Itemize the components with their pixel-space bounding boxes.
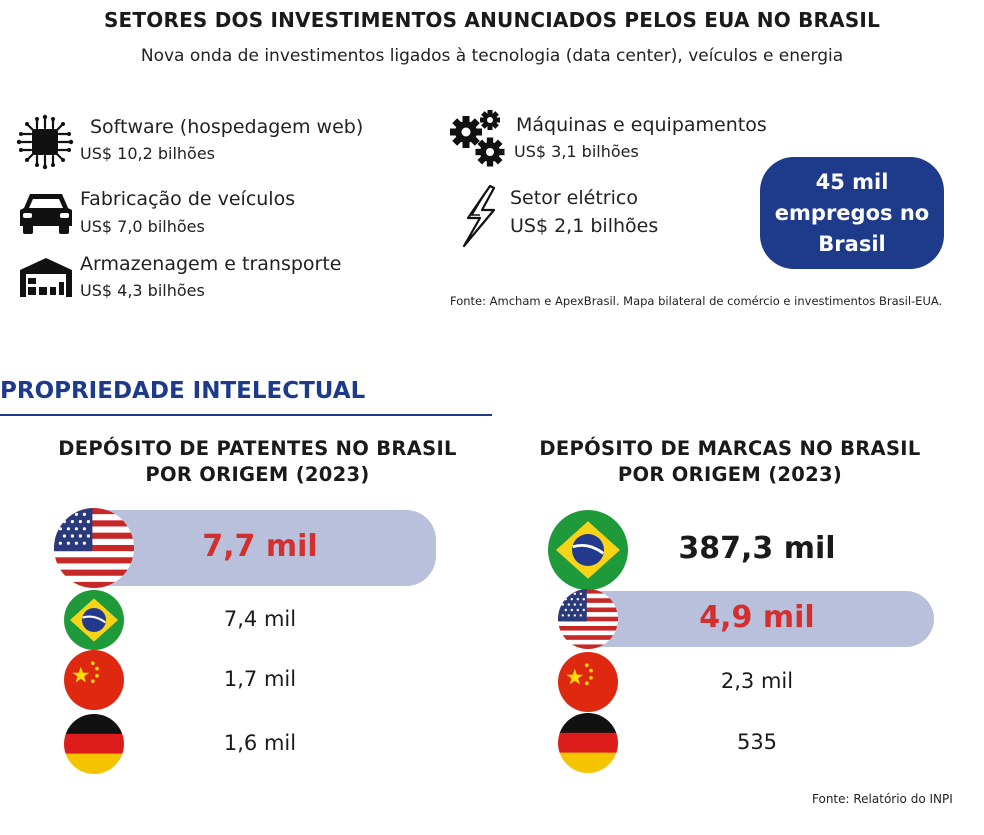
- usa-flag-icon: [54, 508, 134, 588]
- brazil-flag-icon: [548, 510, 628, 590]
- sector-name: Software (hospedagem web): [90, 116, 364, 138]
- chart-title: DEPÓSITO DE MARCAS NO BRASIL POR ORIGEM …: [515, 436, 945, 488]
- warehouse-icon: [18, 256, 74, 298]
- value-label: 2,3 mil: [720, 668, 794, 693]
- value-label: 535: [736, 729, 778, 754]
- china-flag-icon: [558, 652, 618, 712]
- chart-title: DEPÓSITO DE PATENTES NO BRASIL POR ORIGE…: [30, 436, 485, 488]
- chart-title-line: DEPÓSITO DE PATENTES NO BRASIL: [58, 437, 457, 460]
- value-label: 387,3 mil: [678, 531, 836, 567]
- jobs-badge: 45 mil empregos no Brasil: [760, 157, 944, 269]
- source-note: Fonte: Amcham e ApexBrasil. Mapa bilater…: [450, 294, 943, 308]
- chart-title-line: POR ORIGEM (2023): [617, 463, 843, 486]
- lightning-icon: [460, 184, 500, 248]
- value-label: 1,7 mil: [223, 666, 297, 691]
- brazil-flag-icon: [64, 590, 124, 650]
- value-label: 7,4 mil: [223, 606, 297, 631]
- sector-value: US$ 10,2 bilhões: [80, 144, 215, 163]
- sector-name: Fabricação de veículos: [80, 188, 296, 210]
- sector-name: Armazenagem e transporte: [80, 253, 342, 275]
- jobs-line: Brasil: [818, 231, 886, 256]
- sector-value: US$ 7,0 bilhões: [80, 217, 205, 236]
- car-icon: [18, 190, 74, 236]
- chart-title-line: DEPÓSITO DE MARCAS NO BRASIL: [539, 437, 921, 460]
- sector-value: US$ 2,1 bilhões: [510, 215, 659, 237]
- sector-value: US$ 4,3 bilhões: [80, 281, 205, 300]
- highlight-bar: [588, 591, 934, 647]
- value-label: 4,9 mil: [699, 600, 815, 636]
- source-note: Fonte: Relatório do INPI: [812, 792, 953, 806]
- page-title: SETORES DOS INVESTIMENTOS ANUNCIADOS PEL…: [103, 8, 881, 32]
- section-divider: [0, 414, 492, 416]
- sector-name: Setor elétrico: [510, 187, 638, 209]
- section-title: PROPRIEDADE INTELECTUAL: [0, 378, 366, 404]
- germany-flag-icon: [64, 714, 124, 774]
- highlight-bar: [94, 510, 436, 586]
- usa-flag-icon: [558, 589, 618, 649]
- value-label: 7,7 mil: [202, 529, 318, 565]
- jobs-line: 45 mil: [815, 169, 889, 194]
- jobs-line: empregos no: [774, 200, 930, 225]
- sector-value: US$ 3,1 bilhões: [514, 142, 639, 161]
- chip-icon: [16, 114, 74, 170]
- gears-icon: [450, 110, 508, 168]
- china-flag-icon: [64, 650, 124, 710]
- sector-name: Máquinas e equipamentos: [516, 114, 767, 136]
- page-subtitle: Nova onda de investimentos ligados à tec…: [140, 46, 844, 66]
- chart-title-line: POR ORIGEM (2023): [145, 463, 370, 486]
- value-label: 1,6 mil: [223, 730, 297, 755]
- germany-flag-icon: [558, 713, 618, 773]
